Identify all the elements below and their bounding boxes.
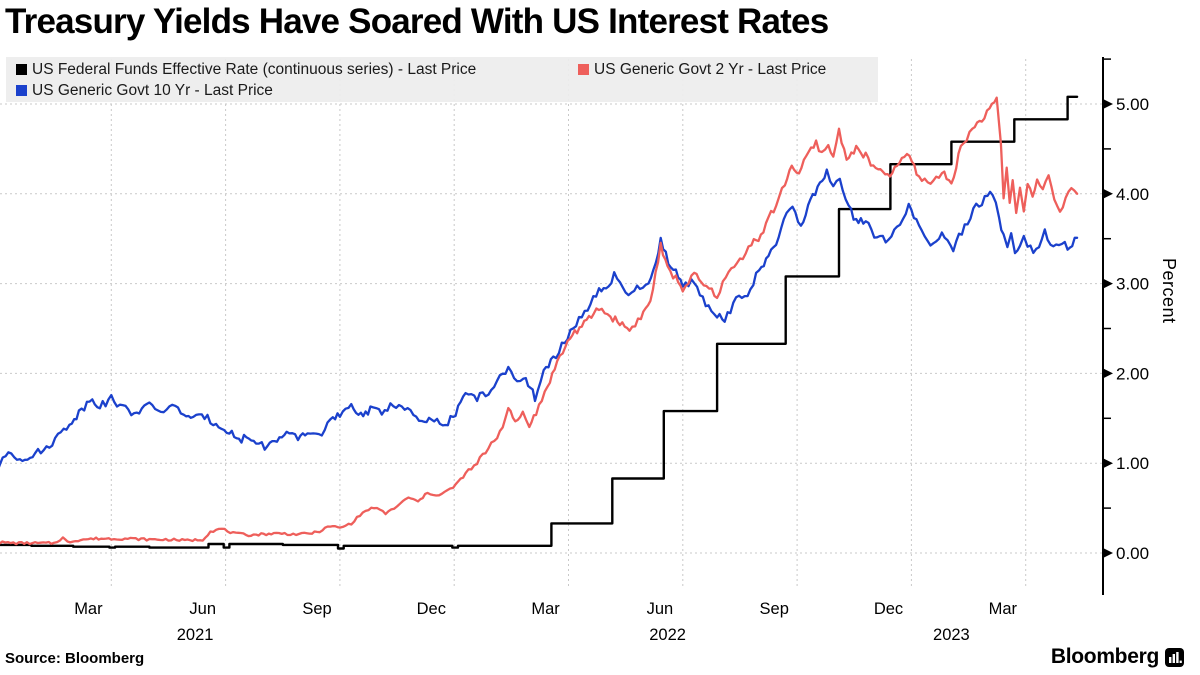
legend-item-fed-funds: US Federal Funds Effective Rate (continu… — [16, 61, 476, 79]
y-axis-tick-label: 5.00 — [1116, 95, 1149, 114]
y-axis-tick-arrow — [1104, 548, 1113, 558]
y-axis-title: Percent — [1159, 258, 1179, 324]
chart-title: Treasury Yields Have Soared With US Inte… — [5, 2, 829, 41]
legend-item-govt-2yr: US Generic Govt 2 Yr - Last Price — [578, 61, 826, 79]
y-axis-tick-label: 3.00 — [1116, 275, 1149, 294]
legend-swatch-govt-2yr — [578, 64, 589, 75]
bloomberg-logo: Bloomberg — [1051, 645, 1184, 669]
y-axis-tick-label: 2.00 — [1116, 364, 1149, 383]
legend-label-govt-10yr: US Generic Govt 10 Yr - Last Price — [32, 82, 273, 99]
legend-item-govt-10yr: US Generic Govt 10 Yr - Last Price — [16, 82, 273, 100]
y-axis-tick-arrow — [1104, 368, 1113, 378]
series-line-govt-10yr — [0, 168, 1079, 468]
y-axis-tick-label: 4.00 — [1116, 185, 1149, 204]
legend-label-fed-funds: US Federal Funds Effective Rate (continu… — [32, 61, 477, 78]
x-axis-month-label: Jun — [189, 600, 216, 618]
x-axis-month-label: Mar — [531, 600, 560, 618]
series-line-govt-2yr — [0, 96, 1079, 546]
bloomberg-bars-icon — [1165, 647, 1184, 667]
bloomberg-logo-text: Bloomberg — [1050, 645, 1159, 668]
y-axis-tick-arrow — [1104, 279, 1113, 289]
x-axis-year-label: 2022 — [649, 626, 686, 644]
legend: US Federal Funds Effective Rate (continu… — [6, 57, 878, 102]
x-axis-year-label: 2021 — [177, 626, 214, 644]
x-axis-month-label: Dec — [874, 600, 903, 618]
legend-swatch-fed-funds — [16, 64, 27, 75]
legend-swatch-govt-10yr — [16, 85, 27, 96]
x-axis-year-label: 2023 — [933, 626, 970, 644]
legend-label-govt-2yr: US Generic Govt 2 Yr - Last Price — [594, 61, 827, 78]
source-attribution: Source: Bloomberg — [5, 650, 145, 667]
y-axis-tick-arrow — [1104, 99, 1113, 109]
x-axis-month-label: Dec — [417, 600, 446, 618]
y-axis-tick-label: 1.00 — [1116, 454, 1149, 473]
y-axis-tick-label: 0.00 — [1116, 544, 1149, 563]
x-axis-month-label: Mar — [989, 600, 1018, 618]
series-line-fed-funds — [0, 95, 1079, 550]
x-axis-month-label: Mar — [74, 600, 103, 618]
x-axis-month-label: Sep — [302, 600, 331, 618]
x-axis-month-label: Sep — [760, 600, 789, 618]
y-axis-tick-arrow — [1104, 458, 1113, 468]
y-axis-tick-arrow — [1104, 189, 1113, 199]
x-axis-month-label: Jun — [647, 600, 674, 618]
